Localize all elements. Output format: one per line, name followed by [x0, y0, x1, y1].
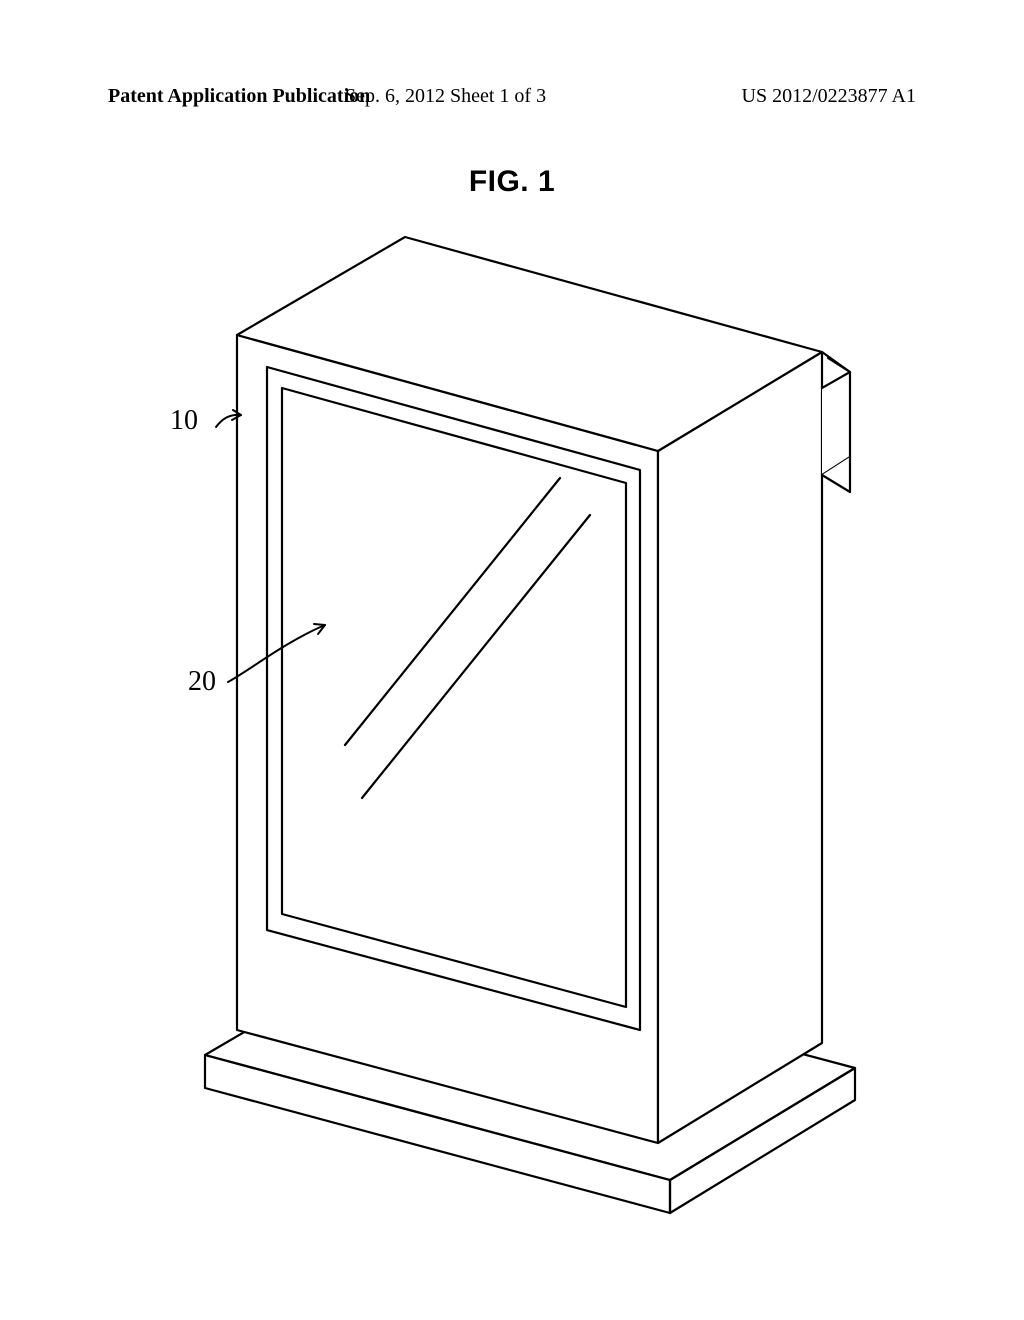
figure-title: FIG. 1	[0, 165, 1024, 199]
header-date-sheet: Sep. 6, 2012 Sheet 1 of 3	[345, 85, 546, 108]
header-publication-number: US 2012/0223877 A1	[742, 85, 916, 108]
figure-1: 10 20	[110, 210, 910, 1220]
header-publication-type: Patent Application Publication	[108, 85, 370, 108]
kiosk-drawing	[110, 210, 910, 1220]
ref-label-10: 10	[170, 405, 198, 437]
ref-label-20: 20	[188, 666, 216, 698]
